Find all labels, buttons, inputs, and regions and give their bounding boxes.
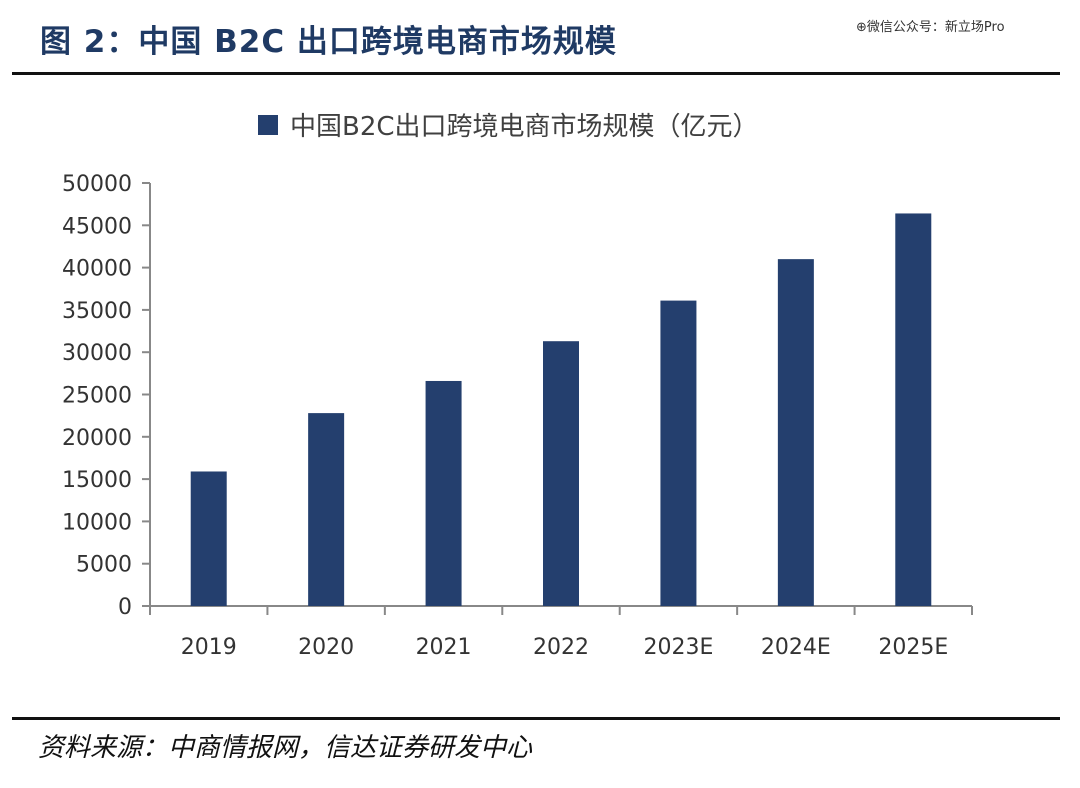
y-tick-label: 40000 — [62, 257, 132, 282]
y-tick-label: 20000 — [62, 426, 132, 451]
source-note: 资料来源：中商情报网，信达证券研发中心 — [38, 733, 533, 763]
y-tick-label: 10000 — [62, 510, 132, 535]
bottom-rule — [12, 717, 1060, 720]
x-tick-label: 2021 — [416, 635, 472, 660]
x-tick-label: 2019 — [181, 635, 237, 660]
y-tick-label: 15000 — [62, 468, 132, 493]
bar-2025E — [895, 213, 932, 606]
watermark-text: ⊕微信公众号：新立场Pro — [856, 20, 1005, 35]
bar-2023E — [660, 300, 697, 606]
figure-title: 图 2：中国 B2C 出口跨境电商市场规模 — [40, 24, 617, 60]
x-axis: 2019 2020 2021 2022 2023E 2024E 2025E — [149, 605, 973, 660]
x-tick-label: 2022 — [533, 635, 589, 660]
x-tick-label: 2023E — [643, 635, 713, 660]
legend-label: 中国B2C出口跨境电商市场规模（亿元） — [290, 112, 759, 142]
y-tick-label: 25000 — [62, 384, 132, 409]
bar-2024E — [777, 259, 814, 606]
bar-series — [190, 213, 932, 606]
y-tick-label: 0 — [118, 595, 132, 620]
y-tick-label: 35000 — [62, 299, 132, 324]
y-tick-label: 30000 — [62, 341, 132, 366]
legend-swatch — [258, 115, 278, 135]
y-tick-label: 50000 — [62, 172, 132, 197]
chart-legend: 中国B2C出口跨境电商市场规模（亿元） — [258, 112, 759, 142]
x-tick-label: 2024E — [761, 635, 831, 660]
bar-2021 — [425, 380, 462, 606]
x-tick-label: 2025E — [878, 635, 948, 660]
bar-2020 — [308, 413, 345, 606]
y-axis: 0 5000 10000 15000 20000 25000 30000 35000 40000… — [62, 172, 151, 620]
y-tick-label: 45000 — [62, 214, 132, 239]
y-tick-label: 5000 — [76, 553, 132, 578]
x-tick-label: 2020 — [298, 635, 354, 660]
top-rule — [12, 72, 1060, 75]
bar-2022 — [543, 341, 579, 606]
bar-2019 — [190, 471, 227, 606]
